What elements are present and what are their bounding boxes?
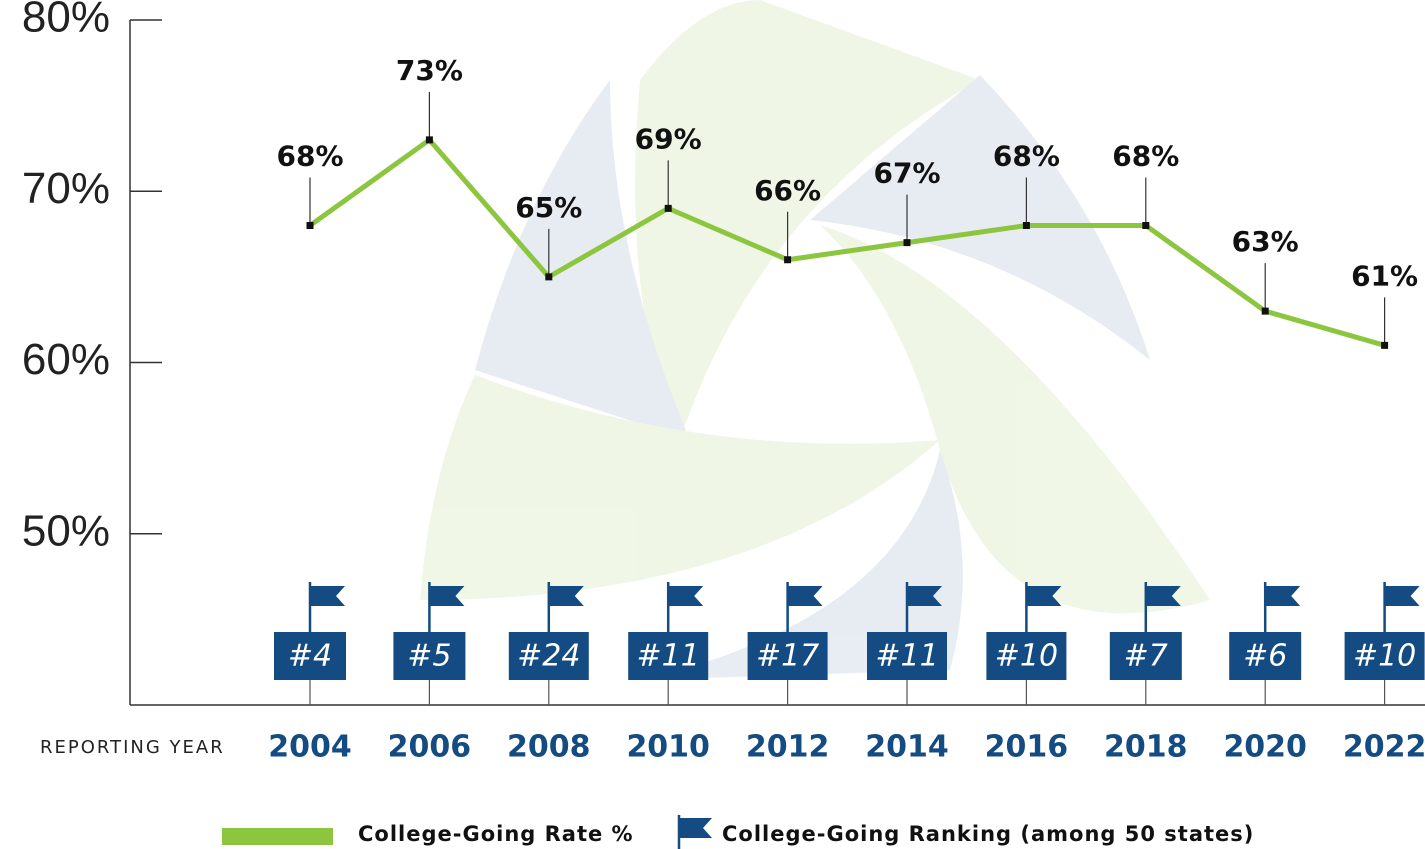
point xyxy=(784,256,791,263)
legend-flag xyxy=(680,818,712,838)
x-tick-label: 2014 xyxy=(865,730,949,765)
y-tick-label: 50% xyxy=(22,506,110,555)
x-tick-label: 2020 xyxy=(1223,730,1307,765)
flag xyxy=(1265,586,1300,606)
legend: College-Going Rate % College-Going Ranki… xyxy=(222,815,1254,849)
value-label: 68% xyxy=(993,140,1060,173)
legend-label: College-Going Rate % xyxy=(358,822,634,846)
point xyxy=(545,273,552,280)
point xyxy=(307,222,314,229)
point xyxy=(1381,342,1388,349)
x-tick-label: 2016 xyxy=(985,730,1069,765)
ranking-label: #4 xyxy=(288,639,332,674)
point xyxy=(1262,308,1269,315)
value-label: 68% xyxy=(1112,140,1179,173)
value-label: 66% xyxy=(754,174,821,207)
y-tick-label: 70% xyxy=(22,164,110,213)
ranking-label: #10 xyxy=(995,639,1058,674)
ranking-label: #11 xyxy=(637,639,700,674)
ranking-label: #24 xyxy=(517,639,580,674)
value-label: 65% xyxy=(515,191,582,224)
ranking-label: #17 xyxy=(756,639,819,674)
chart: REPORTING YEAR College-Going Rate % Coll… xyxy=(0,0,1425,849)
point xyxy=(1142,222,1149,229)
x-tick-label: 2006 xyxy=(388,730,472,765)
ranking-label: #5 xyxy=(407,639,451,674)
point xyxy=(426,136,433,143)
point xyxy=(904,239,911,246)
value-label: 73% xyxy=(396,54,463,87)
ranking-label: #7 xyxy=(1124,639,1168,674)
value-label: 67% xyxy=(873,157,940,190)
legend-swatch xyxy=(222,828,333,845)
flag xyxy=(668,586,703,606)
flag xyxy=(1385,586,1420,606)
point xyxy=(665,205,672,212)
x-tick-label: 2008 xyxy=(507,730,591,765)
x-tick-label: 2004 xyxy=(268,730,352,765)
value-label: 68% xyxy=(276,140,343,173)
x-tick-label: 2012 xyxy=(746,730,830,765)
ranking-label: #10 xyxy=(1353,639,1416,674)
flag xyxy=(788,586,823,606)
x-axis-label: REPORTING YEAR xyxy=(40,737,225,758)
value-label: 69% xyxy=(635,122,702,155)
value-label: 61% xyxy=(1351,259,1418,292)
legend-label: College-Going Ranking (among 50 states) xyxy=(722,822,1254,846)
value-label: 63% xyxy=(1232,225,1299,258)
point xyxy=(1023,222,1030,229)
flag xyxy=(310,586,345,606)
x-tick-label: 2010 xyxy=(626,730,710,765)
background-logo xyxy=(420,0,1210,680)
flag xyxy=(549,586,584,606)
y-tick-label: 80% xyxy=(22,0,110,42)
ranking-label: #6 xyxy=(1243,639,1287,674)
ranking-label: #11 xyxy=(875,639,938,674)
y-tick-label: 60% xyxy=(22,335,110,384)
x-tick-label: 2022 xyxy=(1343,730,1425,765)
x-tick-label: 2018 xyxy=(1104,730,1188,765)
